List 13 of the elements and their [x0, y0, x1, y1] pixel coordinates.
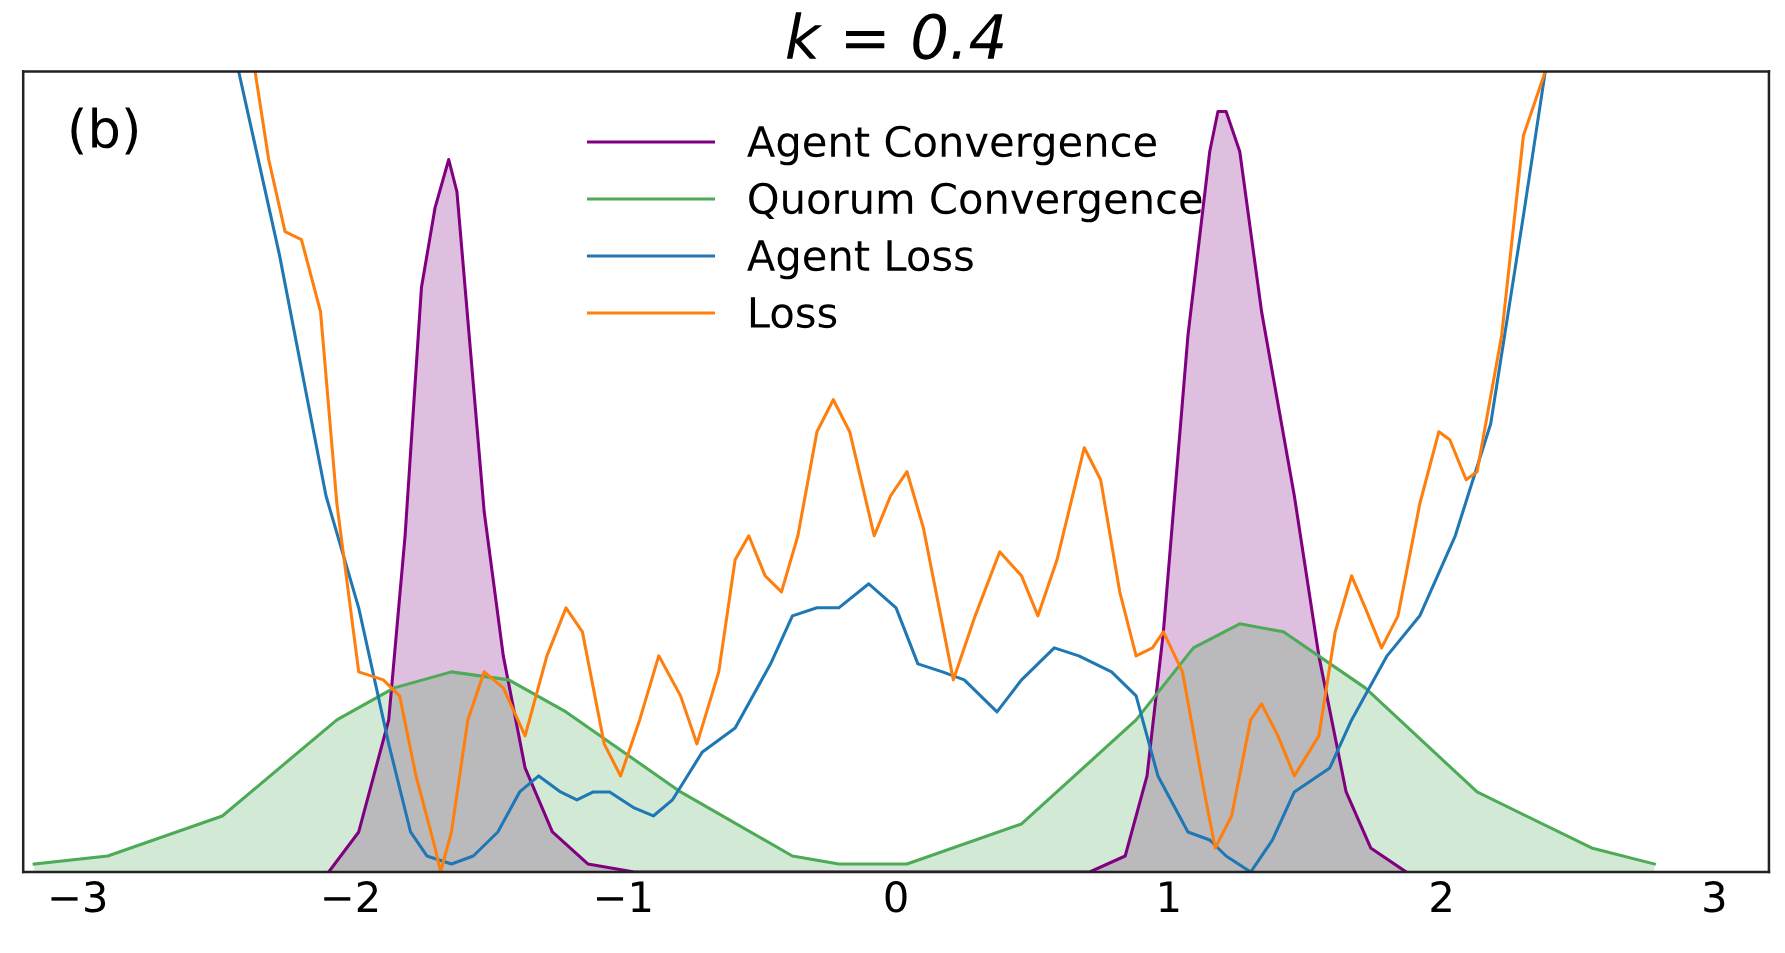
legend-label: Quorum Convergence: [749, 182, 1202, 223]
legend-label: Loss: [750, 297, 837, 329]
x-tick-label: −3: [51, 881, 106, 913]
x-tick-label: −2: [324, 881, 378, 912]
legend-label: Agent Convergence: [747, 125, 1156, 166]
x-tick-label: 1: [1160, 881, 1179, 912]
x-tick-label: −1: [597, 881, 651, 912]
x-tick-label: 0: [885, 881, 907, 913]
x-tick-label: 3: [1704, 881, 1725, 913]
chart-title: k = 0.4: [786, 12, 1004, 60]
annotation: (b): [71, 107, 137, 155]
x-tick-label: 2: [1431, 881, 1451, 912]
legend-label: Agent Loss: [747, 240, 973, 280]
